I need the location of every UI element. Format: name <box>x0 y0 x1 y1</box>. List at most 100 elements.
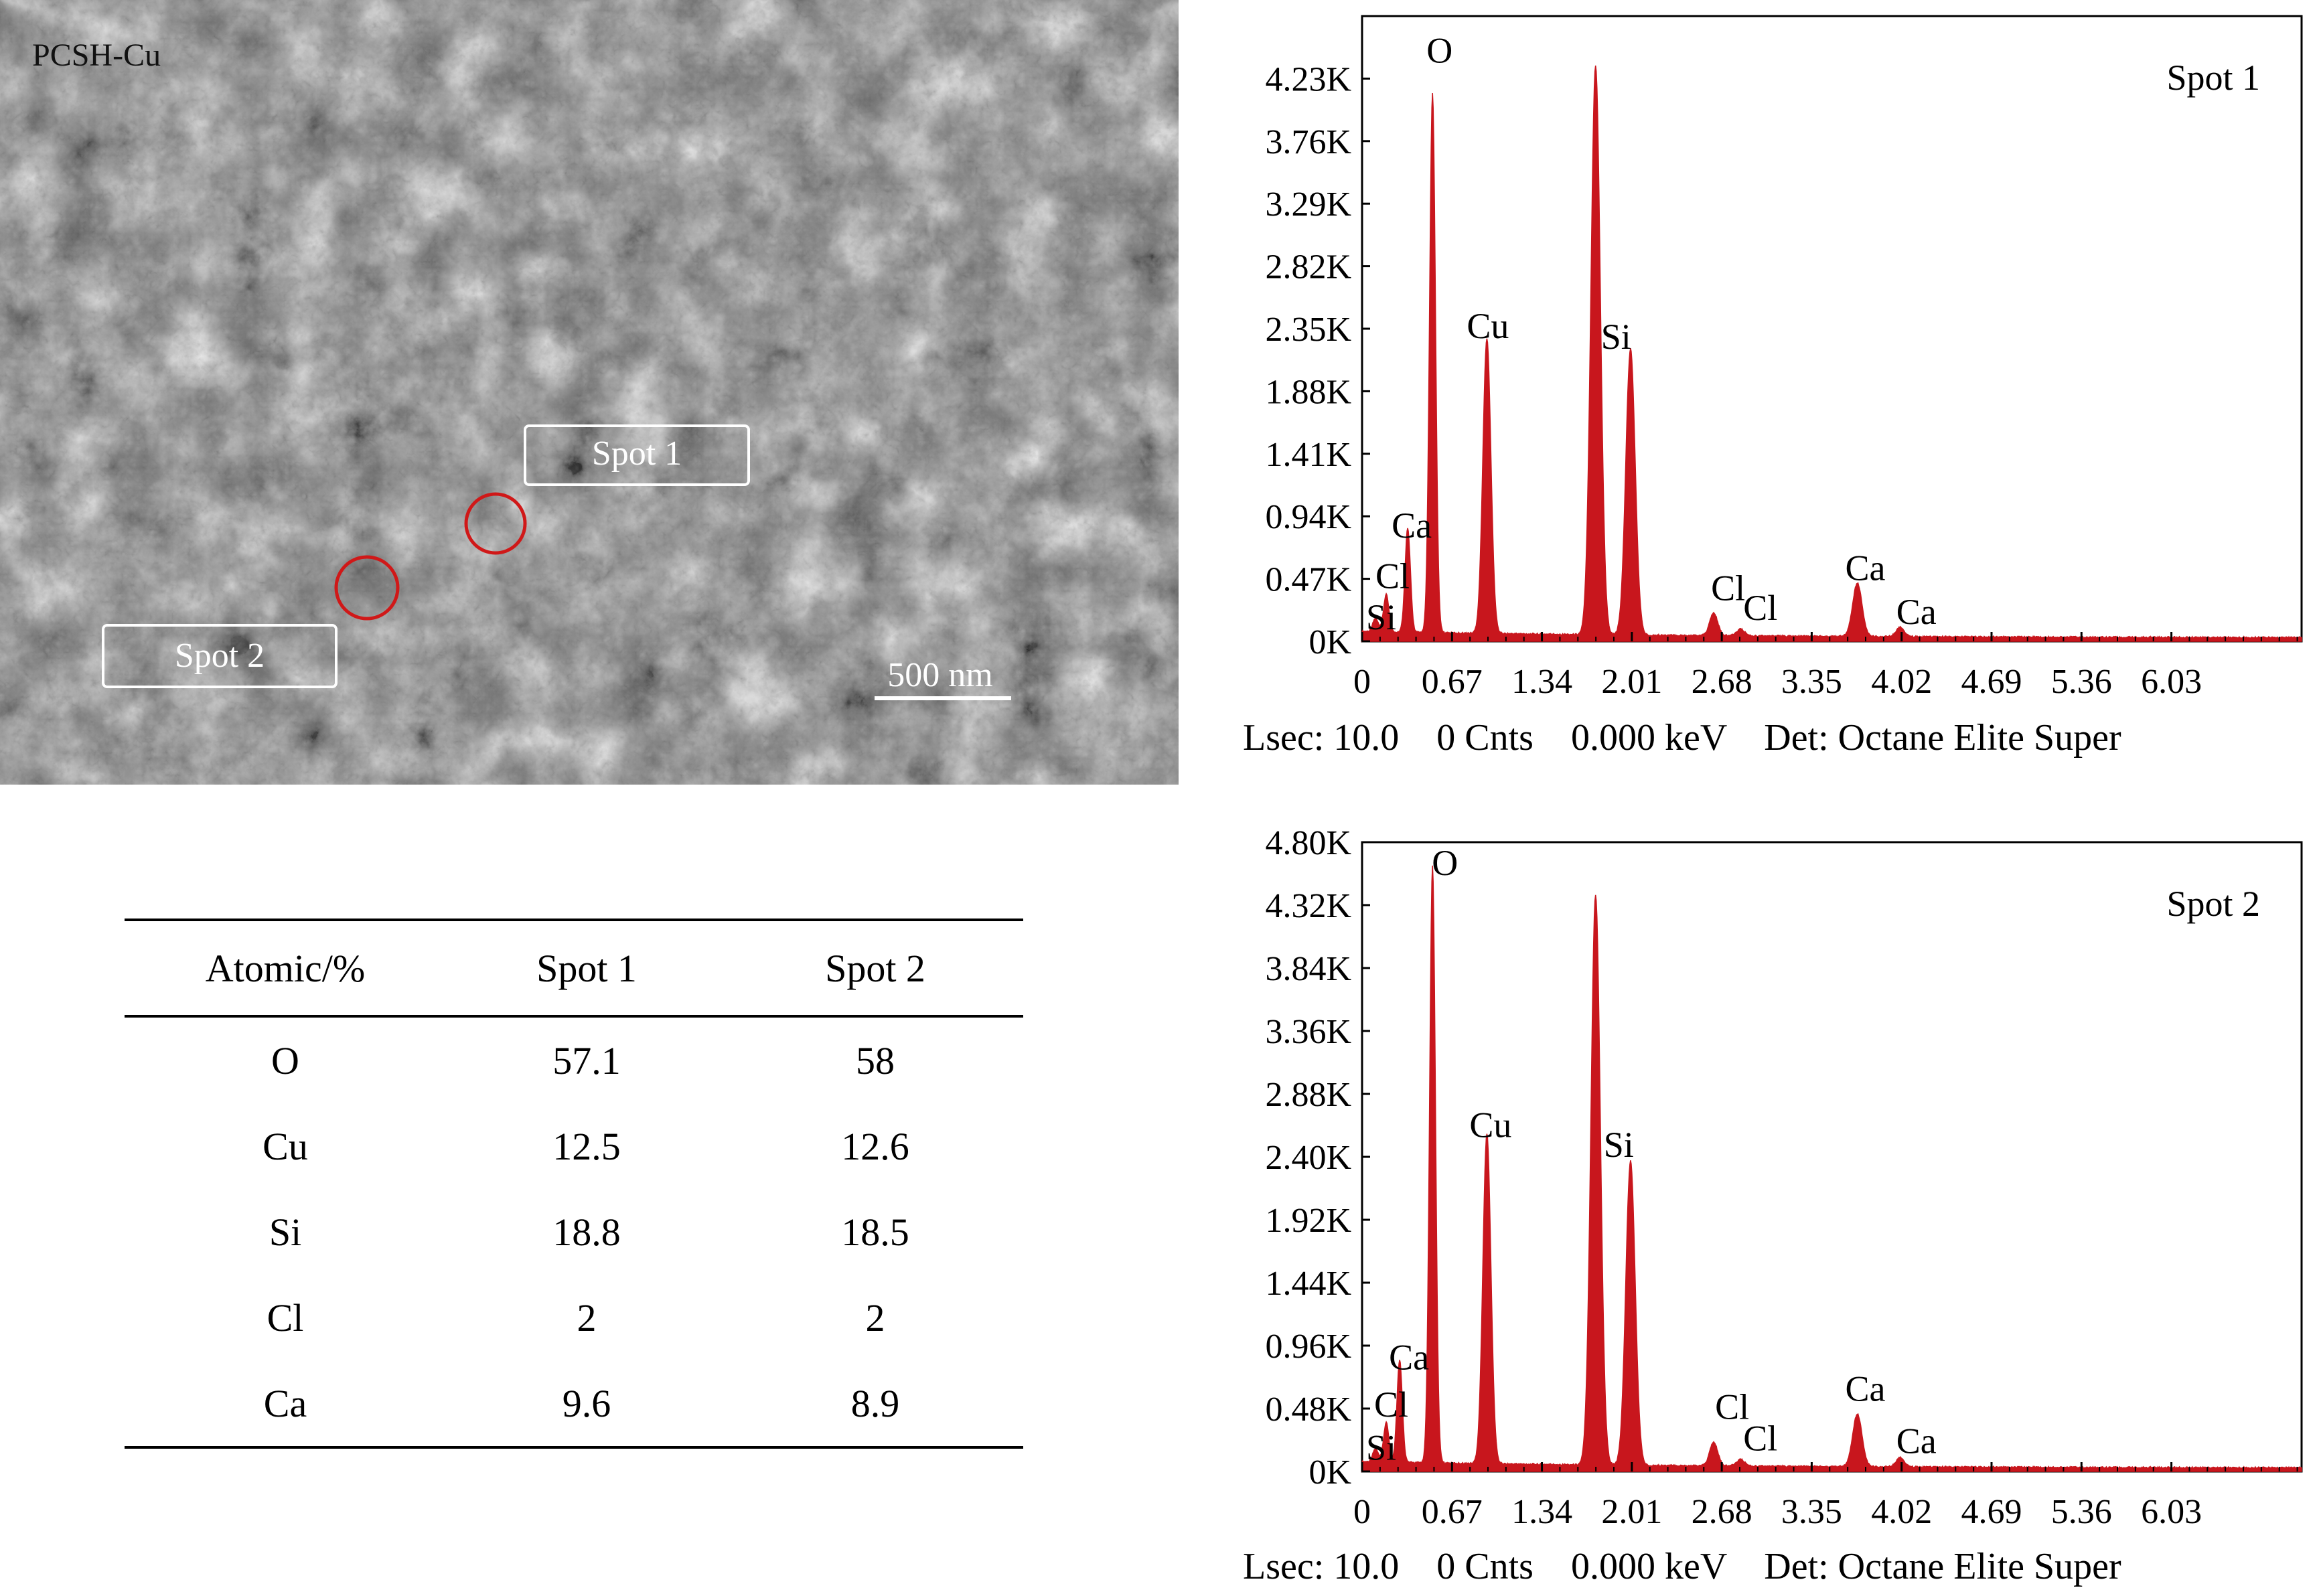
x-tick-label: 0.67 <box>1422 663 1483 701</box>
eds-spectrum-spot-2: 0K 0.48K 0.96K 1.44K 1.92K 2.40K 2.88K 3.36K 3.8… <box>1243 830 2303 1587</box>
x-tick-label: 0 <box>1353 1493 1371 1531</box>
x-tick-label: 4.69 <box>1961 1493 2022 1531</box>
table-cell: Cu <box>263 1124 308 1168</box>
x-tick-label: 3.35 <box>1781 663 1842 701</box>
x-tick-label: 0.67 <box>1422 1493 1483 1531</box>
x-tick-label: 5.36 <box>2051 1493 2112 1531</box>
y-tick-label: 3.76K <box>1265 123 1351 161</box>
table-row: Si 18.8 18.5 <box>125 1189 1023 1275</box>
table-cell: Ca <box>125 1360 446 1449</box>
x-tick-label: 1.34 <box>1511 1493 1572 1531</box>
spectrum-spot-label: Spot 2 <box>2166 884 2260 924</box>
y-tick-label: 3.29K <box>1265 185 1351 224</box>
peak-label: Ca <box>1846 548 1886 588</box>
table-cell: 12.5 <box>552 1124 621 1168</box>
y-tick-label: 2.88K <box>1265 1076 1351 1114</box>
peak-label: Ca <box>1389 1337 1429 1377</box>
x-tick-label: 0 <box>1353 663 1371 701</box>
table-cell: 9.6 <box>446 1360 727 1449</box>
y-tick-label: 4.80K <box>1265 830 1351 862</box>
spot-2-marker <box>334 555 400 621</box>
y-tick-label: 0K <box>1308 1453 1351 1492</box>
table-row: Ca 9.6 8.9 <box>125 1360 1023 1449</box>
y-tick-label: 2.82K <box>1265 248 1351 287</box>
spectrum-footer: Lsec: 10.0 0 Cnts 0.000 keV Det: Octane … <box>1243 717 2121 759</box>
peak-label: Cl <box>1711 568 1745 608</box>
peak-label: Cl <box>1743 588 1777 628</box>
table-header: Spot 2 <box>727 919 1023 1018</box>
table-row: O 57.1 58 <box>125 1016 1023 1103</box>
x-tick-label: 4.69 <box>1961 663 2022 701</box>
peak-label: Si <box>1366 597 1396 637</box>
spot-1-label: Spot 1 <box>592 434 682 473</box>
table-row: Cl 2 2 <box>125 1275 1023 1360</box>
y-tick-label: 0.48K <box>1265 1390 1351 1429</box>
table-cell: 8.9 <box>727 1360 1023 1449</box>
x-tick-label: 2.01 <box>1601 1493 1662 1531</box>
sem-micrograph: PCSH-Cu Spot 1 Spot 2 500 nm <box>0 0 1179 785</box>
spot-2-label-box <box>102 624 338 688</box>
peak-label: Cl <box>1715 1387 1749 1427</box>
y-tick-label: 3.36K <box>1265 1013 1351 1051</box>
x-tick-label: 2.01 <box>1601 663 1662 701</box>
spot-1-label-box <box>524 424 750 486</box>
peak-label: Ca <box>1392 505 1432 546</box>
peak-label: Si <box>1604 1125 1634 1165</box>
sem-fine-texture <box>0 0 1179 785</box>
spectrum-footer: Lsec: 10.0 0 Cnts 0.000 keV Det: Octane … <box>1243 1546 2121 1587</box>
table-header-row: Atomic/% Spot 1 Spot 2 <box>125 919 1023 1018</box>
table-cell: 2 <box>577 1295 597 1340</box>
y-tick-label: 1.41K <box>1265 436 1351 474</box>
y-tick-label: 4.32K <box>1265 887 1351 925</box>
scale-bar-label: 500 nm <box>887 656 992 694</box>
scale-bar <box>875 696 1011 700</box>
y-tick-label: 1.88K <box>1265 373 1351 411</box>
table-cell: 12.6 <box>841 1124 909 1168</box>
y-tick-label: 0K <box>1308 623 1351 661</box>
peak-label: Cu <box>1467 306 1509 346</box>
table-cell: Cl <box>267 1295 304 1340</box>
table-cell: Si <box>269 1210 302 1254</box>
spectrum-area <box>1361 865 2302 1472</box>
peak-label: Ca <box>1846 1368 1886 1409</box>
x-tick-label: 6.03 <box>2141 1493 2202 1531</box>
peak-label: O <box>1432 843 1458 883</box>
y-tick-label: 3.84K <box>1265 950 1351 988</box>
y-tick-label: 1.92K <box>1265 1202 1351 1240</box>
peak-label: Si <box>1366 1427 1396 1467</box>
table-header: Atomic/% <box>125 919 446 1018</box>
peak-label: Si <box>1601 317 1631 357</box>
y-tick-label: 1.44K <box>1265 1265 1351 1303</box>
y-tick-label: 4.23K <box>1265 60 1351 98</box>
spot-2-label: Spot 2 <box>175 637 265 675</box>
x-tick-label: 5.36 <box>2051 663 2112 701</box>
sample-label: PCSH-Cu <box>32 37 161 73</box>
table-row: Cu 12.5 12.6 <box>125 1103 1023 1189</box>
x-tick-label: 3.35 <box>1781 1493 1842 1531</box>
y-tick-label: 0.94K <box>1265 498 1351 536</box>
y-tick-label: 2.40K <box>1265 1139 1351 1177</box>
table-cell: O <box>271 1038 299 1083</box>
x-tick-label: 1.34 <box>1511 663 1572 701</box>
peak-label: Cl <box>1375 556 1410 596</box>
peak-label: Cl <box>1374 1384 1408 1425</box>
x-tick-label: 4.02 <box>1871 1493 1932 1531</box>
y-tick-label: 0.47K <box>1265 561 1351 599</box>
peak-label: Ca <box>1896 592 1937 632</box>
peak-label: Cl <box>1743 1419 1777 1459</box>
table-cell: 57.1 <box>552 1038 621 1083</box>
spectrum-spot-label: Spot 1 <box>2166 58 2260 98</box>
x-tick-label: 2.68 <box>1692 663 1752 701</box>
table-header: Spot 1 <box>446 919 727 1018</box>
table-cell: 18.5 <box>841 1210 909 1254</box>
peak-label: O <box>1426 31 1452 71</box>
peak-label: Ca <box>1896 1421 1937 1461</box>
table-cell: 2 <box>865 1295 885 1340</box>
x-tick-label: 6.03 <box>2141 663 2202 701</box>
x-tick-label: 2.68 <box>1692 1493 1752 1531</box>
peak-label: Cu <box>1469 1105 1511 1145</box>
table-cell: 58 <box>856 1038 895 1083</box>
eds-spectrum-spot-1: 0K 0.47K 0.94K 1.41K 1.88K 2.35K 2.82K 3.29K 3.7… <box>1243 15 2303 759</box>
plot-frame <box>1361 841 2303 1473</box>
atomic-composition-table: Atomic/% Spot 1 Spot 2 O 57.1 58 Cu 12.5… <box>125 919 1023 1449</box>
